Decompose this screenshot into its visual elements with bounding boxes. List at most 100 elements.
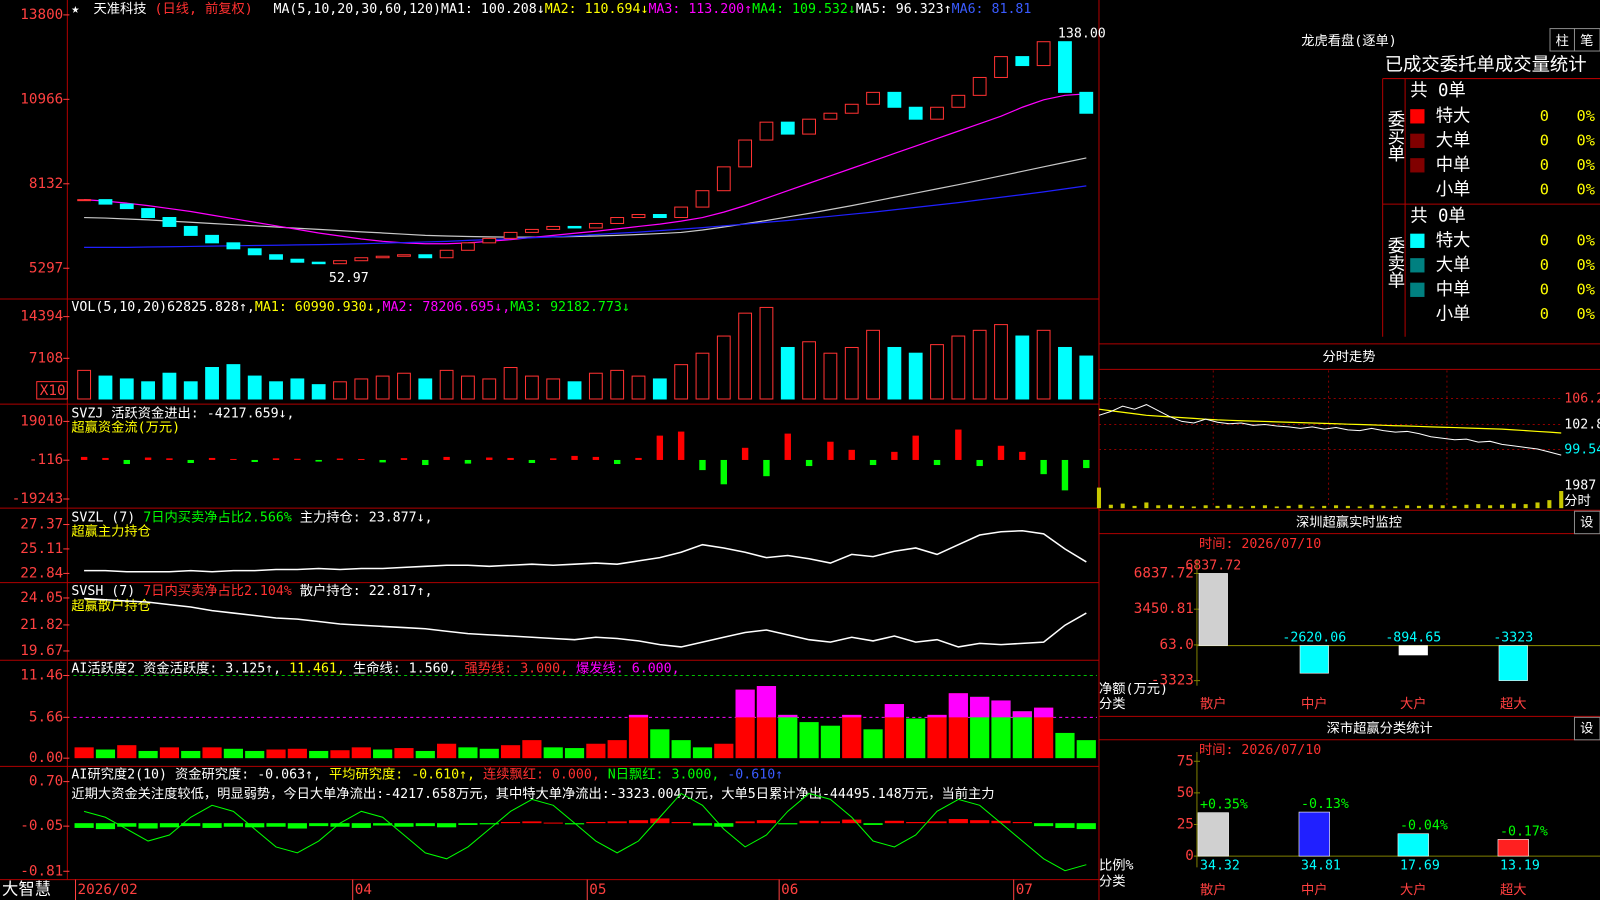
research-bar: [671, 821, 691, 824]
activity-bar: [607, 740, 627, 759]
button-label[interactable]: 设: [1580, 721, 1593, 737]
stats-title: 深市超赢分类统计: [1327, 720, 1433, 737]
x-tick-label: 05: [589, 882, 606, 898]
flow-bar: [848, 449, 855, 460]
flow-bar: [1040, 459, 1047, 475]
flow-bar: [912, 435, 919, 460]
button[interactable]: [1573, 510, 1600, 535]
row-name: 大单: [1436, 255, 1471, 275]
y-tick-label: -116: [29, 452, 63, 468]
activity-bar: [628, 714, 649, 759]
flow-bar: [358, 458, 365, 460]
candle: [802, 118, 816, 135]
candle: [546, 225, 561, 230]
research-bar: [970, 820, 990, 824]
intraday-volume: [1452, 505, 1457, 509]
research-bar: [159, 823, 180, 828]
value-label: -3323: [1493, 630, 1533, 645]
flow-bar: [422, 459, 429, 466]
activity-bar: [309, 750, 329, 759]
research-bar: [500, 821, 521, 824]
button-label[interactable]: 笔: [1580, 33, 1593, 49]
holding-line: [84, 597, 1087, 648]
y-tick-label: 13800: [20, 7, 63, 23]
intraday-volume: [1203, 505, 1208, 509]
axis-label: 净额(万元): [1099, 681, 1168, 697]
button[interactable]: [1573, 716, 1600, 741]
intraday-volume: [1523, 504, 1528, 509]
y-tick-label: 11.46: [20, 668, 63, 684]
row-pct: 0%: [1577, 107, 1595, 125]
legend-item: 11.461,: [281, 661, 345, 676]
activity-bar: [1012, 711, 1032, 759]
value-label: -894.65: [1385, 630, 1441, 645]
candle: [652, 214, 667, 219]
legend-item: 生命线: 1.560,: [345, 659, 457, 676]
intraday-volume: [1251, 505, 1256, 509]
row-pct: 0%: [1577, 131, 1595, 149]
intraday-volume: [1132, 505, 1137, 509]
y-tick-label: 0: [1185, 848, 1194, 864]
activity-bar: [820, 725, 841, 759]
legend-item: SVZL (7): [71, 510, 143, 525]
intraday-volume: [1286, 505, 1291, 509]
intraday-volume: [1357, 506, 1362, 509]
color-swatch: [1410, 158, 1425, 173]
axis-label: 分类: [1099, 874, 1126, 890]
volume-bar: [823, 352, 838, 400]
activity-bar: [1076, 740, 1096, 759]
research-bar: [394, 823, 414, 827]
candle: [205, 234, 219, 244]
activity-bar: [692, 747, 713, 759]
category-label: 中户: [1301, 695, 1328, 712]
row-count: 0: [1540, 107, 1549, 125]
dragon-frame: [1098, 78, 1600, 741]
volume-bar: [610, 369, 625, 400]
research-bar: [458, 823, 478, 825]
volume-bar: [738, 312, 753, 400]
buy-total: 共 0单: [1410, 81, 1466, 101]
button-label[interactable]: 柱: [1556, 33, 1569, 49]
intraday-volume: [1381, 505, 1386, 509]
research-bar: [117, 823, 137, 827]
volume-bar: [887, 346, 902, 400]
legend-item: VOL(5,10,20): [71, 300, 167, 315]
flow-bar: [315, 459, 322, 462]
y-tick-label: 5.66: [29, 709, 63, 725]
activity-bar: [543, 747, 563, 759]
candle: [588, 222, 603, 229]
dragon-title: 龙虎看盘(逐单): [1301, 32, 1396, 49]
activity-bar-peak: [628, 714, 649, 718]
ma-line: [84, 185, 1087, 248]
button-label[interactable]: 设: [1580, 514, 1593, 530]
research-bar: [543, 822, 563, 824]
category-label: 散户: [1200, 695, 1227, 712]
avg-line: [1098, 408, 1562, 434]
candle: [567, 225, 582, 229]
intraday-volume: [1559, 491, 1564, 509]
intraday-volume: [1120, 503, 1125, 509]
legend: SVZL (7) 7日内买卖净占比2.566% 主力持仓: 23.877↓,: [71, 509, 432, 525]
y-tick-label: -3323: [1151, 673, 1194, 689]
flow-bar: [635, 457, 642, 460]
activity-bar: [202, 747, 222, 759]
research-bar: [181, 823, 201, 827]
y-tick-label: 106.2: [1564, 392, 1600, 407]
intraday-volume: [1476, 504, 1481, 509]
panel-subtitle: 超赢资金流(万元): [71, 419, 180, 436]
flow-bar: [699, 459, 706, 471]
flow-bar: [933, 459, 941, 466]
activity-bar: [778, 714, 798, 759]
volume-bar: [994, 324, 1008, 400]
button[interactable]: [1573, 28, 1600, 52]
row-name: 中单: [1436, 280, 1471, 300]
panel-subtitle: 超赢主力持仓: [71, 523, 151, 540]
y-tick-label: 0.00: [29, 750, 63, 766]
activity-bar: [245, 750, 265, 759]
volume-bar: [98, 375, 113, 400]
research-bar: [650, 818, 670, 824]
intraday-volume: [1239, 506, 1244, 509]
activity-bar: [671, 740, 691, 759]
axis-label: 分类: [1099, 696, 1126, 712]
